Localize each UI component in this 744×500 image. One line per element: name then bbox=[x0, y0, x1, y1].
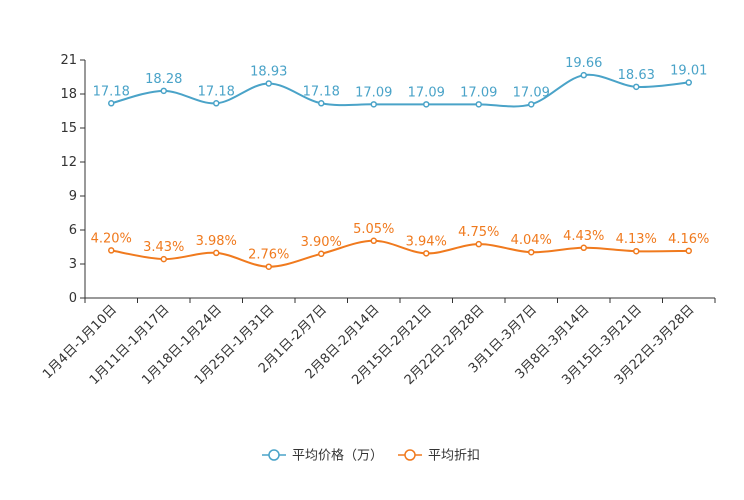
data-point bbox=[160, 87, 167, 95]
data-point bbox=[108, 100, 115, 107]
y-tick-label: 15 bbox=[60, 121, 77, 136]
data-label: 17.18 bbox=[93, 84, 130, 99]
data-point bbox=[423, 250, 430, 257]
y-tick-label: 18 bbox=[60, 87, 77, 102]
data-label: 3.43% bbox=[143, 240, 184, 255]
y-tick-label: 3 bbox=[69, 257, 77, 272]
data-label: 4.13% bbox=[616, 232, 657, 247]
data-point bbox=[475, 240, 482, 248]
data-label: 4.75% bbox=[458, 225, 499, 240]
data-point bbox=[213, 249, 220, 257]
legend-marker bbox=[268, 449, 280, 461]
series-2: 4.20% 3.43% 3.98% 2.76% 3.90% 5.05% 3.94% 4.75%… bbox=[91, 222, 709, 270]
data-point bbox=[265, 263, 272, 270]
data-label: 17.09 bbox=[513, 85, 550, 100]
data-label: 2.76% bbox=[248, 248, 289, 263]
data-point bbox=[528, 248, 535, 256]
series-line bbox=[111, 239, 689, 268]
data-label: 4.43% bbox=[563, 229, 604, 244]
data-label: 17.09 bbox=[355, 85, 392, 100]
legend-item-1: 平均价格（万） bbox=[262, 448, 383, 464]
data-label: 3.90% bbox=[301, 235, 342, 250]
data-label: 18.28 bbox=[145, 72, 182, 87]
y-tick-label: 6 bbox=[69, 223, 77, 238]
data-point bbox=[265, 80, 272, 87]
data-label: 4.04% bbox=[511, 233, 552, 248]
data-label: 5.05% bbox=[353, 222, 394, 237]
data-point bbox=[370, 101, 377, 108]
data-point bbox=[580, 71, 587, 79]
data-point bbox=[318, 100, 325, 107]
data-label: 17.18 bbox=[198, 84, 235, 99]
data-label: 18.63 bbox=[618, 68, 655, 83]
axes: 0369121518211月4日-1月10日1月11日-1月17日1月18日-1… bbox=[40, 53, 716, 388]
data-point bbox=[213, 100, 220, 107]
data-point bbox=[318, 250, 325, 258]
series-1: 17.18 18.28 17.18 18.93 17.18 17.09 17.09 17.09… bbox=[93, 56, 707, 108]
data-point bbox=[685, 247, 692, 255]
y-tick-label: 0 bbox=[69, 291, 77, 306]
data-point bbox=[580, 244, 587, 252]
data-point bbox=[108, 247, 115, 254]
data-label: 4.20% bbox=[91, 231, 132, 246]
data-point bbox=[685, 79, 692, 86]
legend-label: 平均价格（万） bbox=[292, 448, 383, 464]
data-point bbox=[423, 101, 430, 108]
data-label: 3.94% bbox=[406, 234, 447, 249]
data-label: 19.01 bbox=[670, 64, 707, 79]
data-label: 17.18 bbox=[303, 84, 340, 99]
data-label: 18.93 bbox=[250, 64, 287, 79]
legend-marker bbox=[404, 449, 416, 461]
y-tick-label: 12 bbox=[60, 155, 77, 170]
series-line bbox=[111, 73, 689, 108]
legend-item-2: 平均折扣 bbox=[398, 449, 480, 464]
data-point bbox=[633, 247, 640, 255]
series-layer: 17.18 18.28 17.18 18.93 17.18 17.09 17.09 17.09… bbox=[91, 56, 709, 270]
legend: 平均价格（万） 平均折扣 bbox=[262, 448, 480, 464]
data-label: 3.98% bbox=[196, 234, 237, 249]
data-label: 17.09 bbox=[460, 85, 497, 100]
data-point bbox=[528, 101, 535, 108]
data-label: 17.09 bbox=[408, 85, 445, 100]
data-label: 19.66 bbox=[565, 56, 602, 71]
legend-label: 平均折扣 bbox=[428, 449, 480, 464]
data-point bbox=[475, 101, 482, 108]
data-point bbox=[633, 83, 640, 91]
y-tick-label: 9 bbox=[69, 189, 77, 204]
data-point bbox=[160, 255, 167, 263]
y-tick-label: 21 bbox=[60, 53, 77, 68]
data-point bbox=[370, 237, 377, 245]
data-label: 4.16% bbox=[668, 232, 709, 247]
